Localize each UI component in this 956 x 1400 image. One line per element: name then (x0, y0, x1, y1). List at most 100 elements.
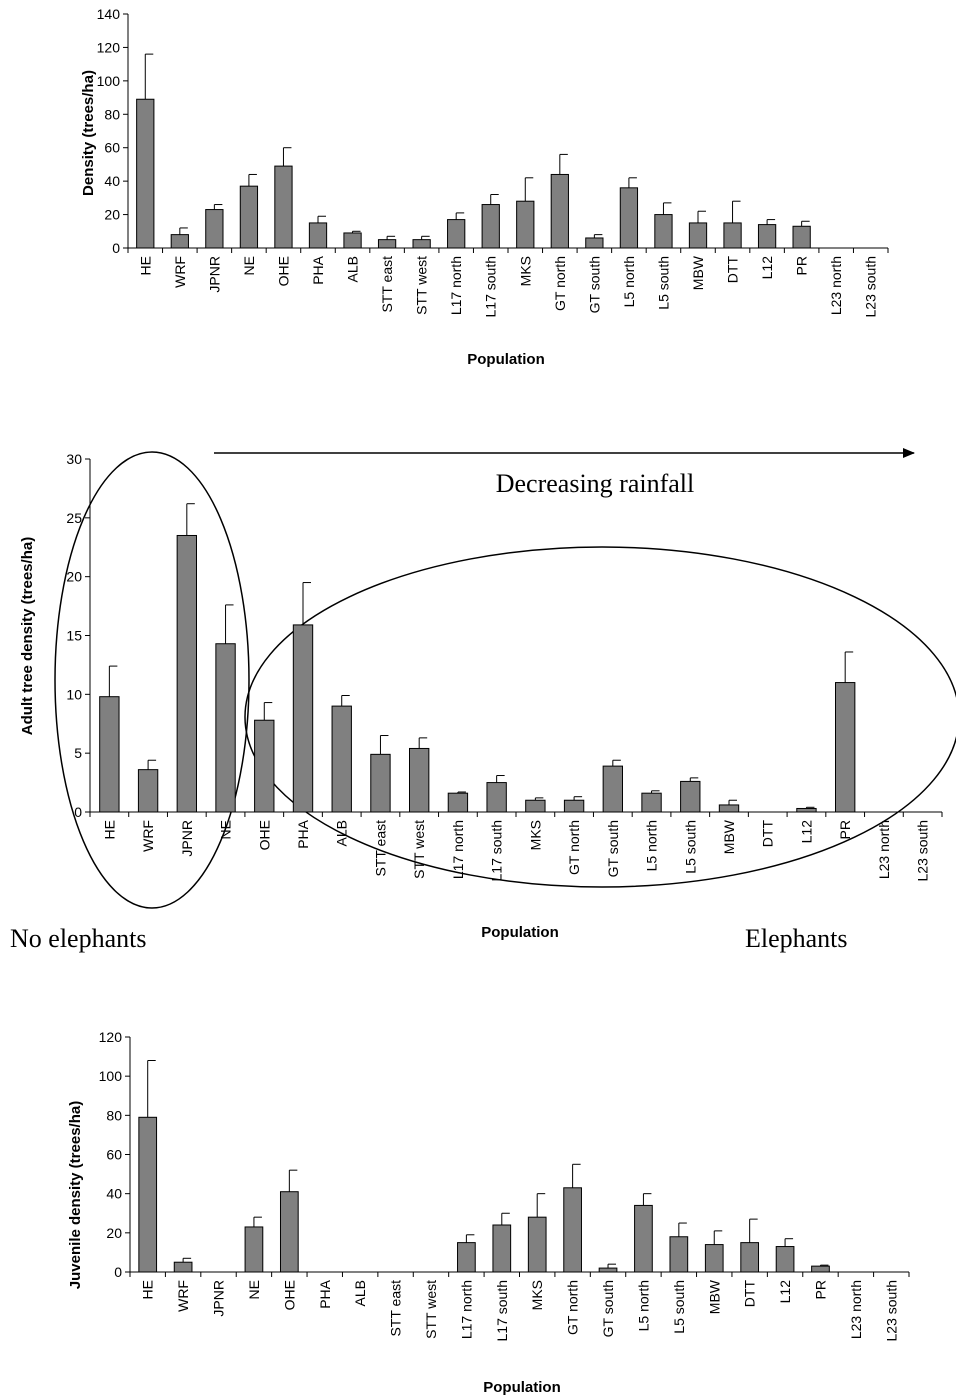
y-tick-label: 25 (66, 510, 82, 526)
x-tick-label: L17 north (450, 820, 466, 879)
x-tick-label: L23 south (883, 1280, 899, 1342)
x-tick-label: L5 north (621, 256, 637, 307)
x-tick-label: NE (246, 1280, 262, 1299)
bar (654, 214, 673, 249)
x-tick-label: PHA (295, 819, 311, 848)
x-tick-label: HE (101, 820, 117, 839)
bar (634, 1204, 653, 1273)
y-tick-label: 0 (74, 804, 82, 820)
y-tick-label: 10 (66, 686, 82, 702)
y-tick-label: 40 (106, 1186, 122, 1202)
y-axis-title: Density (trees/ha) (80, 70, 97, 196)
x-axis-title: Population (481, 924, 559, 941)
x-tick-label: STT east (379, 256, 395, 313)
bar (641, 792, 662, 813)
y-tick-label: 20 (106, 1225, 122, 1241)
x-tick-label: L17 south (489, 820, 505, 882)
x-tick-label: WRF (140, 820, 156, 852)
bar (740, 1242, 760, 1273)
x-tick-label: STT west (414, 256, 430, 315)
x-tick-label: L23 north (848, 1280, 864, 1339)
bar (718, 804, 740, 813)
bar (412, 239, 431, 249)
x-tick-label: L17 north (448, 256, 464, 315)
bar (205, 209, 224, 249)
bar (835, 682, 856, 813)
x-tick-label: OHE (275, 256, 291, 286)
x-tick-label: WRF (175, 1280, 191, 1312)
adult-density-chart: Adult tree density (trees/ha) Population… (10, 448, 956, 953)
bar (137, 769, 159, 813)
bar (215, 643, 236, 813)
x-axis-title: Population (467, 351, 545, 368)
x-tick-label: ALB (352, 1280, 368, 1306)
x-tick-label: DTT (725, 256, 741, 284)
bar (525, 799, 546, 813)
x-tick-label: NE (218, 820, 234, 839)
x-tick-label: WRF (172, 256, 188, 288)
x-tick-label: MKS (517, 256, 533, 286)
x-tick-label: OHE (256, 820, 272, 850)
elephants-ellipse (244, 546, 956, 888)
x-tick-label: L12 (798, 820, 814, 844)
y-tick-label: 100 (99, 1068, 123, 1084)
bar (723, 222, 742, 249)
bar (550, 173, 569, 249)
bar (99, 696, 120, 813)
bar (170, 234, 189, 249)
bar (680, 780, 701, 813)
x-tick-label: PR (794, 256, 810, 275)
x-tick-label: MBW (721, 819, 737, 854)
bar (274, 165, 293, 249)
x-tick-label: GT south (586, 256, 602, 313)
x-tick-label: L23 south (915, 820, 931, 882)
y-axis-title: Juvenile density (trees/ha) (67, 1101, 84, 1289)
x-tick-label: PHA (317, 1279, 333, 1308)
bar (563, 1187, 582, 1273)
x-tick-label: L23 south (863, 256, 879, 318)
x-tick-label: MBW (706, 1279, 722, 1314)
bar (811, 1265, 830, 1273)
bar (602, 765, 623, 813)
y-tick-label: 40 (104, 173, 120, 189)
bar (688, 222, 708, 249)
bar (447, 792, 469, 813)
x-tick-label: GT south (605, 820, 621, 877)
x-tick-label: L23 north (828, 256, 844, 315)
x-tick-label: JPNR (211, 1280, 227, 1317)
x-tick-label: OHE (281, 1280, 297, 1310)
bar (244, 1226, 264, 1273)
x-tick-label: L17 south (483, 256, 499, 318)
y-tick-label: 80 (104, 106, 120, 122)
x-tick-label: L23 north (876, 820, 892, 879)
bar (598, 1267, 618, 1273)
x-tick-label: GT north (566, 820, 582, 875)
y-tick-label: 0 (114, 1264, 122, 1280)
x-tick-label: STT east (372, 820, 388, 877)
bar (527, 1216, 547, 1273)
elephants-label: Elephants (745, 924, 848, 953)
x-tick-label: GT north (552, 256, 568, 311)
x-tick-label: MKS (527, 820, 543, 850)
x-tick-label: DTT (760, 820, 776, 848)
x-tick-label: ALB (345, 256, 361, 282)
x-tick-label: MKS (529, 1280, 545, 1310)
y-tick-label: 20 (104, 207, 120, 223)
x-tick-label: L17 south (494, 1280, 510, 1342)
x-tick-label: MBW (690, 255, 706, 290)
bar (343, 232, 362, 249)
x-tick-label: STT west (411, 820, 427, 879)
bar (138, 1116, 158, 1273)
x-tick-label: L5 south (655, 256, 671, 310)
x-tick-label: L5 south (671, 1280, 687, 1334)
bar (585, 237, 604, 249)
juvenile-density-chart: Juvenile density (trees/ha) Population 0… (67, 1029, 910, 1396)
y-tick-label: 120 (99, 1029, 123, 1045)
x-tick-label: GT south (600, 1280, 616, 1337)
y-axis-title: Adult tree density (trees/ha) (19, 537, 36, 735)
y-tick-label: 60 (106, 1147, 122, 1163)
x-tick-label: HE (140, 1280, 156, 1299)
x-tick-label: L5 north (635, 1280, 651, 1331)
bar (516, 200, 535, 249)
